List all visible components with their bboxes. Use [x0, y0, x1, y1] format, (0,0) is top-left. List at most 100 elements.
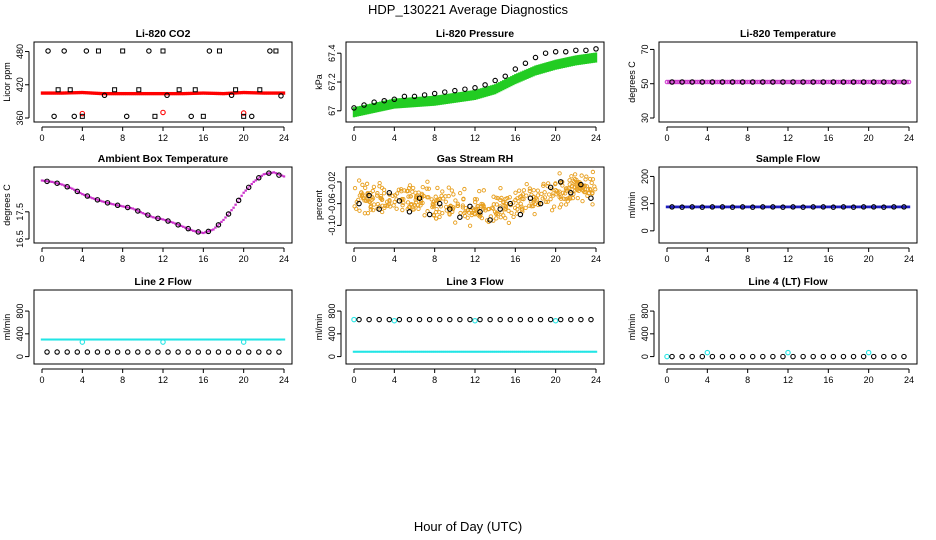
data-point — [95, 48, 101, 54]
noise-mark — [381, 187, 387, 192]
data-point — [729, 353, 736, 360]
data-point — [112, 87, 118, 93]
data-point — [431, 90, 438, 97]
data-point — [240, 110, 247, 116]
x-tick-label: 24 — [279, 133, 289, 143]
data-point — [396, 316, 403, 323]
y-tick-label: 800 — [640, 304, 650, 319]
y-axis-label: kPa — [314, 74, 324, 90]
data-point — [84, 193, 91, 199]
data-point — [205, 349, 212, 355]
x-axis: 0 4 8 12 16 20 24 — [39, 247, 289, 264]
noise-mark — [420, 184, 425, 190]
data-point — [406, 316, 413, 323]
noise-mark — [554, 189, 560, 194]
data-point — [482, 82, 488, 88]
y-axis: 0 400 800 — [15, 304, 30, 359]
noise-mark — [561, 196, 566, 201]
y-tick-label: -0.02 — [327, 172, 337, 193]
noise-mark — [519, 204, 524, 209]
noise-mark — [477, 188, 482, 194]
noise-mark — [590, 177, 596, 182]
data-point — [568, 316, 574, 323]
x-tick-label: 24 — [591, 133, 601, 143]
noise-mark — [446, 193, 451, 199]
series-0 — [664, 349, 872, 360]
noise-mark — [472, 197, 478, 202]
data-point — [135, 208, 141, 214]
y-axis: 30 50 70 — [640, 44, 655, 123]
data-point — [820, 204, 827, 210]
x-tick-label: 16 — [823, 375, 833, 385]
data-point — [215, 349, 222, 355]
data-point — [527, 195, 534, 201]
data-point — [547, 316, 554, 323]
noise-mark — [531, 188, 536, 193]
noise-mark — [399, 187, 404, 192]
x-tick-label: 8 — [745, 375, 750, 385]
x-tick-label: 0 — [664, 254, 669, 264]
x-tick-label: 24 — [279, 375, 289, 385]
data-point — [800, 79, 806, 85]
noise-mark — [434, 216, 439, 221]
noise-mark — [574, 177, 579, 183]
data-point — [235, 197, 242, 204]
noise-mark — [463, 206, 468, 211]
noise-mark — [480, 202, 486, 207]
data-point — [780, 79, 786, 85]
y-tick-label: 50 — [640, 79, 650, 89]
noise-mark — [520, 196, 525, 201]
data-point — [94, 349, 101, 355]
data-point — [124, 204, 131, 211]
x-tick-label: 4 — [80, 254, 85, 264]
curve-mark — [906, 79, 912, 85]
noise-mark — [411, 185, 416, 191]
noise-mark — [527, 188, 532, 194]
data-point — [881, 79, 887, 85]
data-point — [497, 206, 503, 212]
noise-mark — [549, 186, 554, 191]
data-point — [578, 316, 584, 323]
noise-mark — [405, 200, 411, 205]
data-point — [739, 204, 746, 210]
data-point — [176, 87, 182, 93]
noise-mark — [433, 194, 438, 199]
data-point — [457, 316, 463, 323]
noise-mark — [511, 200, 516, 205]
noise-mark — [446, 185, 451, 190]
noise-mark — [391, 203, 396, 208]
y-tick-label: 0 — [640, 354, 650, 359]
data-point — [800, 353, 806, 360]
data-point — [436, 200, 443, 207]
y-axis-label: ml/min — [627, 192, 637, 219]
noise-mark — [494, 202, 499, 207]
noise-mark — [501, 213, 506, 218]
noise-mark — [561, 190, 566, 195]
x-tick-label: 24 — [904, 133, 914, 143]
noise-mark — [360, 182, 365, 187]
noise-mark — [422, 213, 427, 218]
y-axis: 0 400 800 — [640, 304, 655, 359]
noise-mark — [563, 196, 568, 202]
noise-mark — [453, 220, 458, 225]
noise-mark — [541, 181, 546, 187]
noise-mark — [434, 206, 439, 212]
panel-pressure: Li-820 Pressure 0 4 8 12 16 20 24 67 67.2 67.4 kPa — [314, 28, 605, 143]
data-point — [245, 349, 252, 355]
noise-mark — [580, 198, 585, 204]
data-point — [391, 317, 398, 324]
plot-frame — [345, 166, 605, 244]
noise-mark — [363, 185, 368, 191]
data-point — [351, 105, 357, 111]
data-point — [770, 353, 776, 360]
noise-mark — [491, 194, 496, 199]
noise-mark — [557, 171, 562, 176]
noise-mark — [523, 205, 528, 211]
data-point — [447, 316, 453, 323]
x-tick-label: 24 — [279, 254, 289, 264]
noise-mark — [424, 186, 429, 191]
noise-mark — [426, 186, 432, 191]
plot-frame — [33, 289, 293, 365]
